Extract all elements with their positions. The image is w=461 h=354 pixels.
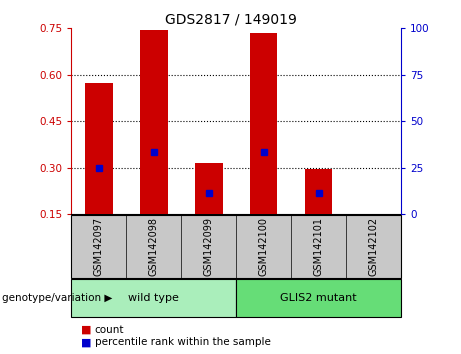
Text: count: count — [95, 325, 124, 335]
Text: GDS2817 / 149019: GDS2817 / 149019 — [165, 12, 296, 27]
Bar — [71, 279, 236, 317]
Text: GSM142101: GSM142101 — [313, 217, 324, 276]
Text: GLIS2 mutant: GLIS2 mutant — [280, 293, 357, 303]
Bar — [140, 30, 168, 214]
Bar — [250, 33, 278, 214]
Text: GSM142098: GSM142098 — [149, 217, 159, 276]
Text: ■: ■ — [81, 325, 91, 335]
Text: wild type: wild type — [129, 293, 179, 303]
Bar — [236, 279, 401, 317]
Text: percentile rank within the sample: percentile rank within the sample — [95, 337, 271, 347]
Bar — [305, 169, 332, 214]
Bar — [85, 82, 112, 214]
Text: genotype/variation ▶: genotype/variation ▶ — [2, 293, 112, 303]
Text: GSM142099: GSM142099 — [204, 217, 214, 276]
Text: GSM142100: GSM142100 — [259, 217, 269, 276]
Bar — [195, 163, 223, 214]
Text: ■: ■ — [81, 337, 91, 347]
Text: GSM142097: GSM142097 — [94, 217, 104, 276]
Text: GSM142102: GSM142102 — [369, 217, 378, 276]
